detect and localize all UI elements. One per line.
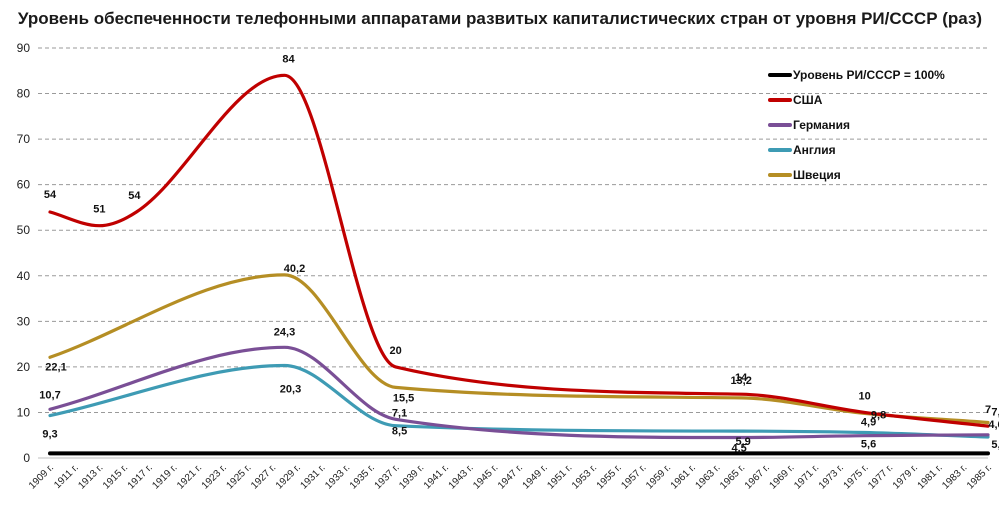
data-label: 51 — [93, 204, 105, 216]
data-label: 20 — [389, 345, 401, 357]
chart-title: Уровень обеспеченности телефонными аппар… — [18, 9, 982, 28]
x-tick-label: 1965 г. — [718, 462, 747, 491]
data-label: 54 — [128, 190, 141, 202]
y-tick-label: 50 — [17, 223, 31, 237]
x-tick-label: 1909 г. — [27, 462, 56, 491]
x-tick-label: 1985 г. — [965, 462, 994, 491]
data-label: 7, — [991, 406, 999, 418]
x-tick-label: 1983 г. — [940, 462, 969, 491]
legend-label-4: Швеция — [793, 168, 841, 182]
x-tick-label: 1949 г. — [521, 462, 550, 491]
data-label: 10,7 — [39, 389, 60, 401]
y-tick-label: 90 — [17, 41, 31, 55]
x-tick-label: 1941 г. — [422, 462, 451, 491]
x-tick-label: 1959 г. — [644, 462, 673, 491]
y-tick-label: 70 — [17, 132, 31, 146]
x-tick-label: 1923 г. — [200, 462, 229, 491]
data-label: 7 — [985, 404, 991, 416]
x-tick-label: 1975 г. — [842, 462, 871, 491]
x-tick-label: 1973 г. — [817, 462, 846, 491]
y-tick-label: 10 — [17, 405, 31, 419]
series-line-2 — [48, 345, 990, 440]
y-tick-label: 40 — [17, 269, 31, 283]
data-label: 15,5 — [393, 392, 414, 404]
y-tick-label: 80 — [17, 87, 31, 101]
x-tick-label: 1955 г. — [595, 462, 624, 491]
x-tick-label: 1981 г. — [916, 462, 945, 491]
y-tick-label: 20 — [17, 360, 31, 374]
x-tick-label: 1913 г. — [76, 462, 105, 491]
y-axis-ticks: 0 10 20 30 40 50 60 70 80 90 — [17, 41, 31, 465]
x-tick-label: 1953 г. — [570, 462, 599, 491]
x-tick-label: 1977 г. — [866, 462, 895, 491]
x-tick-label: 1969 г. — [767, 462, 796, 491]
legend-label-3: Англия — [793, 143, 836, 157]
x-tick-label: 1915 г. — [101, 462, 130, 491]
data-label: 22,1 — [45, 361, 66, 373]
series-lines — [48, 73, 990, 456]
x-tick-label: 1929 г. — [274, 462, 303, 491]
x-tick-label: 1961 г. — [669, 462, 698, 491]
data-labels: 54 51 54 84 20 14 10 7 10,7 24,3 8,5 4,5 4,9 5, 9,3 20,… — [39, 53, 999, 454]
x-tick-label: 1963 г. — [693, 462, 722, 491]
y-tick-label: 30 — [17, 314, 31, 328]
x-axis-ticks: 1909 г.1911 г.1913 г.1915 г.1917 г.1919 … — [27, 462, 994, 491]
data-label: 20,3 — [280, 384, 301, 396]
data-label: 5,6 — [861, 438, 876, 450]
gridlines — [38, 47, 988, 459]
legend: Уровень РИ/СССР = 100% США Германия Англия Ш… — [768, 68, 945, 182]
x-tick-label: 1917 г. — [126, 462, 155, 491]
x-tick-label: 1979 г. — [891, 462, 920, 491]
data-label: 4,9 — [861, 417, 876, 429]
x-tick-label: 1935 г. — [348, 462, 377, 491]
legend-label-0: Уровень РИ/СССР = 100% — [793, 68, 945, 82]
legend-label-2: Германия — [793, 118, 850, 132]
y-tick-label: 0 — [23, 451, 30, 465]
data-label: 14 — [735, 372, 748, 384]
data-label: 84 — [282, 53, 295, 65]
x-tick-label: 1939 г. — [397, 462, 426, 491]
x-tick-label: 1911 г. — [52, 462, 81, 491]
series-line-4 — [48, 273, 990, 425]
data-label: 9,3 — [42, 429, 57, 441]
data-label: 5,9 — [736, 436, 751, 448]
data-label: 4,6 — [988, 419, 999, 431]
x-tick-label: 1971 г. — [792, 462, 821, 491]
data-label: 4,5 — [732, 443, 747, 455]
y-tick-label: 60 — [17, 178, 31, 192]
data-label: 9,8 — [871, 409, 886, 421]
data-label: 8,5 — [392, 425, 407, 437]
data-label: 5, — [991, 439, 999, 451]
data-label: 13,2 — [730, 375, 751, 387]
data-label: 10 — [858, 390, 870, 402]
x-tick-label: 1919 г. — [150, 462, 179, 491]
data-label: 40,2 — [284, 263, 305, 275]
x-tick-label: 1957 г. — [619, 462, 648, 491]
x-tick-label: 1921 г. — [175, 462, 204, 491]
x-tick-label: 1967 г. — [743, 462, 772, 491]
x-tick-label: 1937 г. — [373, 462, 402, 491]
x-tick-label: 1951 г. — [545, 462, 574, 491]
series-line-3 — [48, 363, 990, 439]
data-label: 54 — [44, 189, 57, 201]
legend-label-1: США — [793, 93, 823, 107]
series-line-1 — [48, 73, 990, 428]
data-label: 24,3 — [274, 326, 295, 338]
x-tick-label: 1945 г. — [471, 462, 500, 491]
x-tick-label: 1925 г. — [224, 462, 253, 491]
data-label: 7,1 — [392, 408, 407, 420]
x-tick-label: 1931 г. — [298, 462, 327, 491]
x-tick-label: 1947 г. — [496, 462, 525, 491]
x-tick-label: 1927 г. — [249, 462, 278, 491]
x-tick-label: 1933 г. — [323, 462, 352, 491]
x-tick-label: 1943 г. — [447, 462, 476, 491]
